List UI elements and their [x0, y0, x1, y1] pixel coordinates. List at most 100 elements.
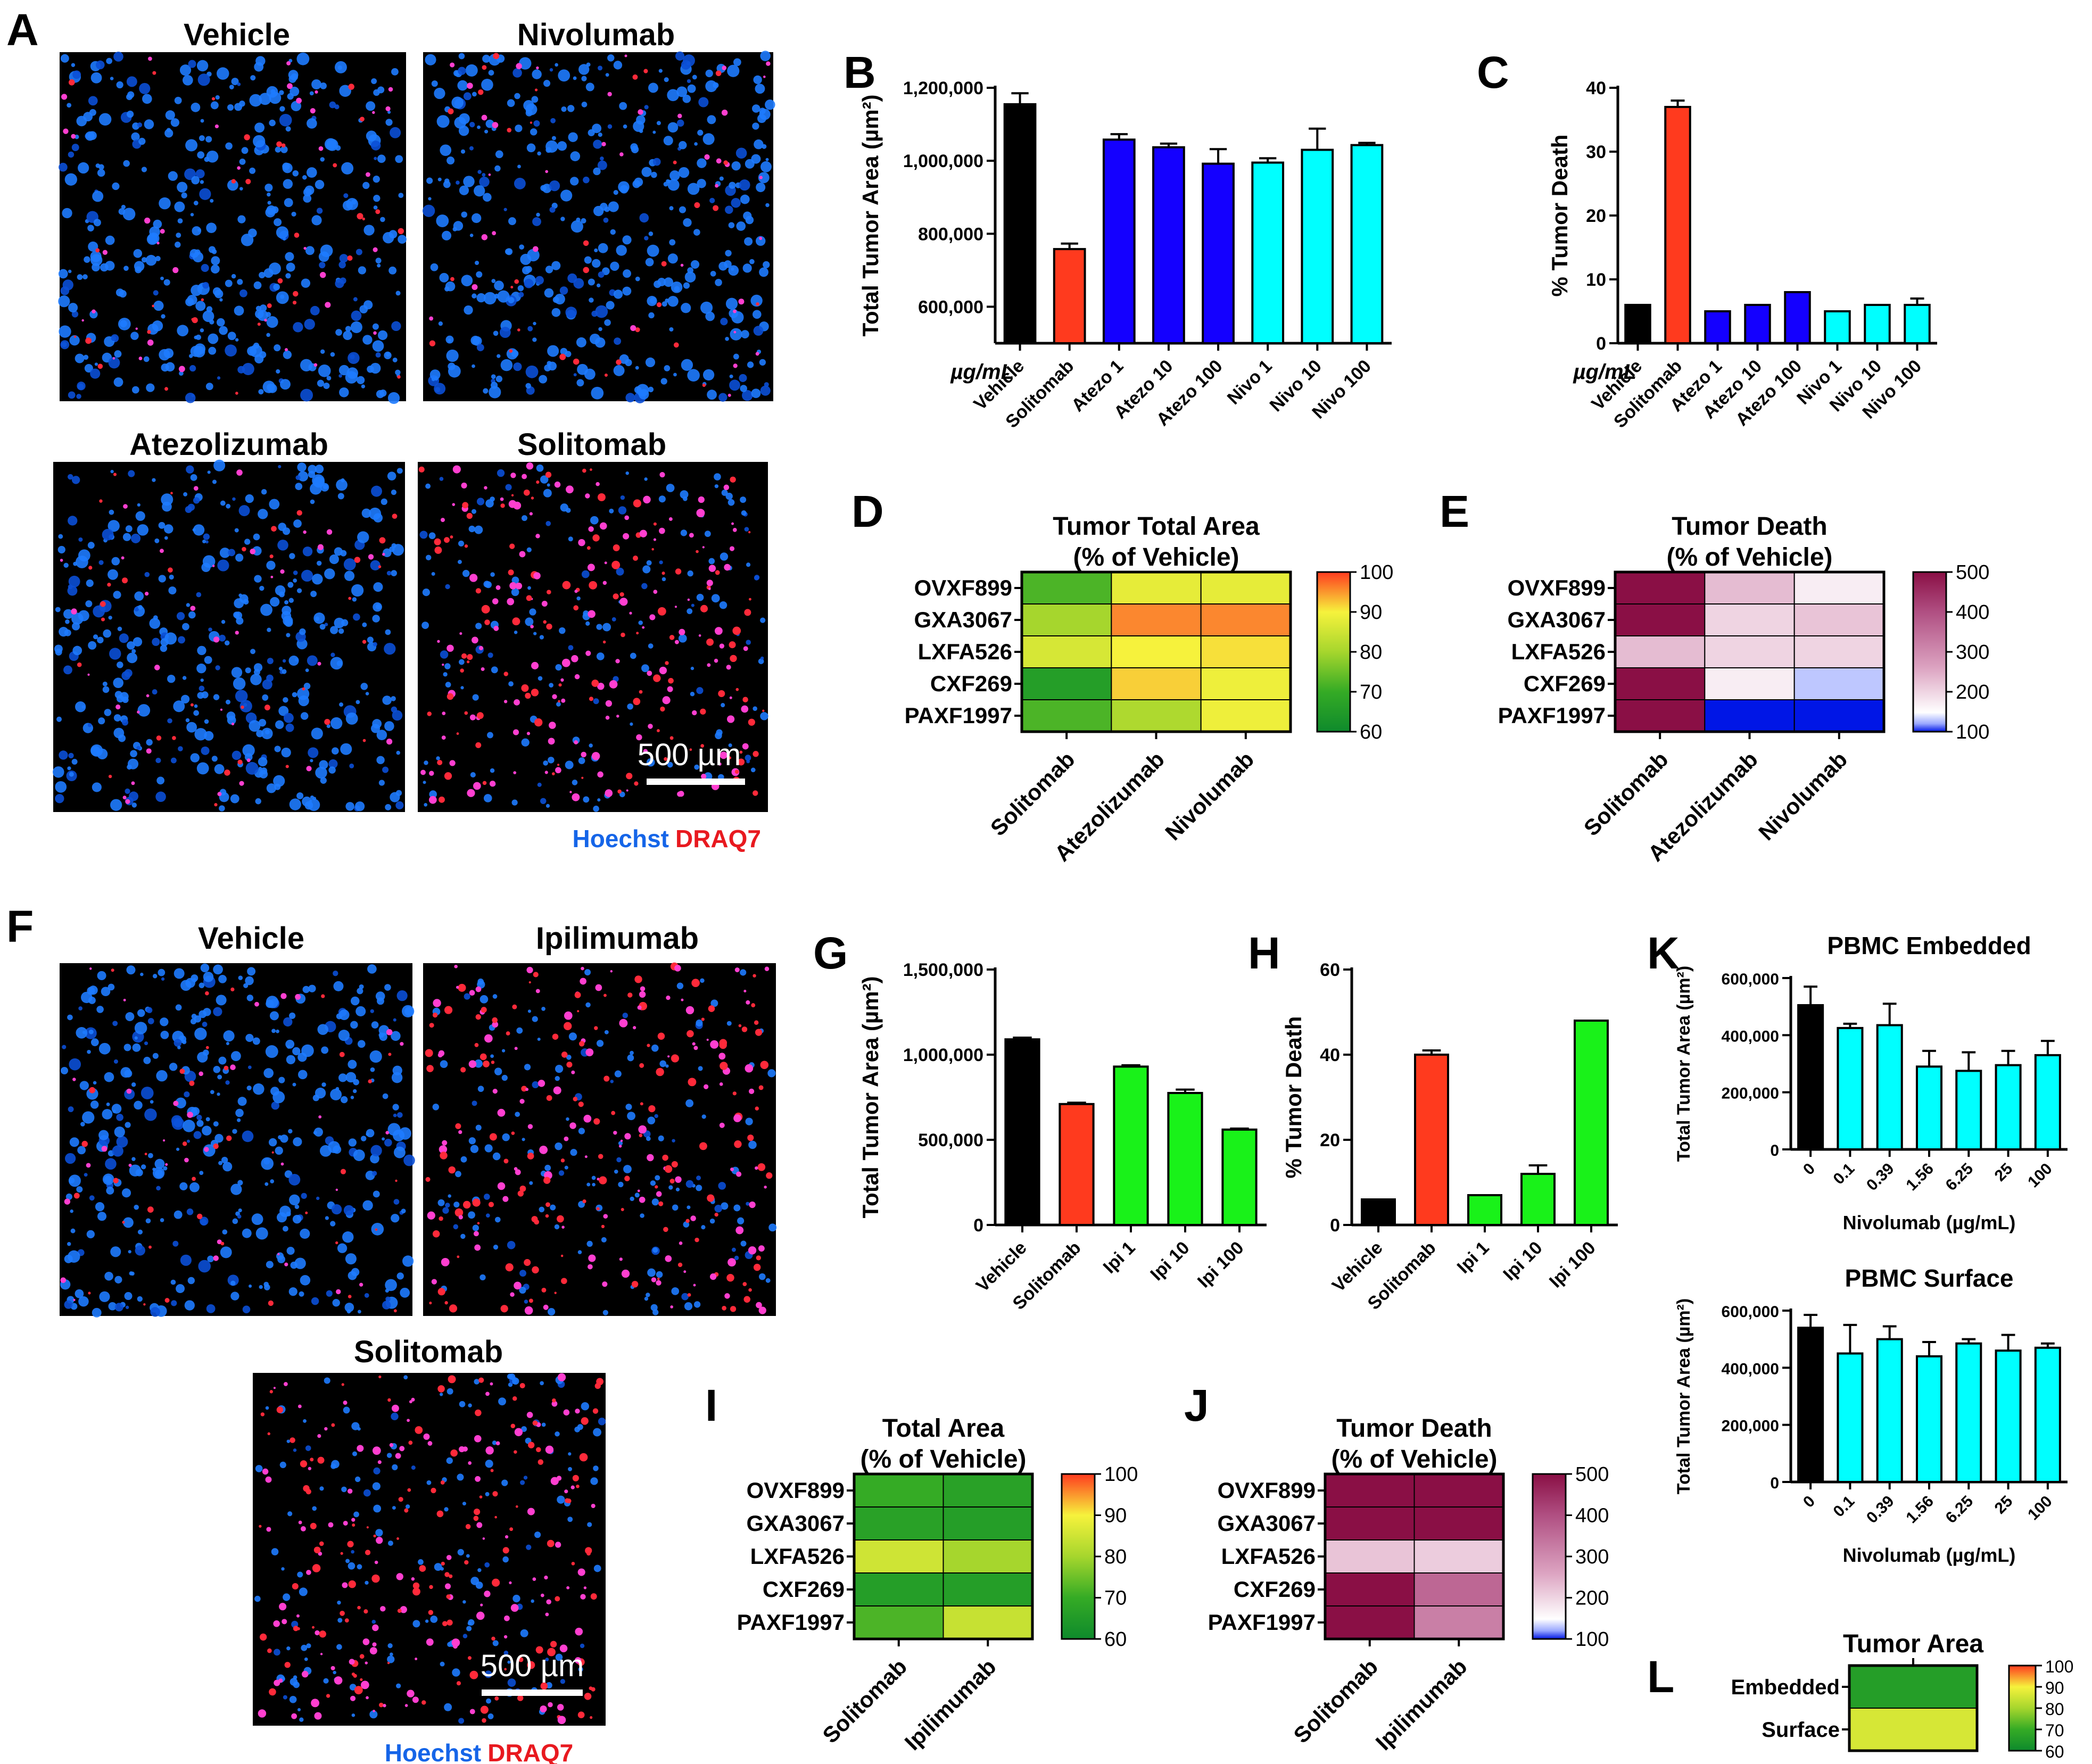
hoechst-dot [539, 375, 548, 384]
hoechst-dot [616, 1157, 622, 1163]
x-axis-label: Nivolumab (µg/mL) [1843, 1544, 2016, 1566]
hoechst-dot [326, 376, 332, 380]
hoechst-dot [135, 511, 145, 521]
draq7-dot [446, 1619, 453, 1626]
hoechst-dot [141, 167, 147, 172]
hoechst-dot [332, 747, 339, 755]
hoechst-dot [395, 291, 401, 296]
draq7-dot [450, 1449, 458, 1457]
draq7-dot [383, 1704, 386, 1708]
hoechst-dot [589, 743, 593, 748]
chart-title: PBMC Surface [1845, 1264, 2014, 1292]
row-label: GXA3067 [914, 607, 1012, 632]
hoechst-dot [581, 570, 590, 578]
hoechst-dot [543, 488, 552, 498]
hoechst-dot [227, 332, 236, 341]
hoechst-dot [229, 85, 234, 89]
hoechst-dot [123, 160, 130, 167]
hoechst-dot [597, 798, 601, 802]
hoechst-dot [573, 373, 577, 377]
hoechst-dot [755, 84, 765, 94]
draq7-dot [613, 544, 620, 551]
draq7-dot [352, 1523, 355, 1527]
draq7-dot [554, 481, 561, 488]
draq7-dot [99, 499, 103, 503]
hoechst-dot [531, 1599, 534, 1603]
hoechst-dot [262, 380, 276, 393]
heatmap-cell [1200, 603, 1292, 636]
hoechst-dot [501, 1479, 508, 1486]
hoechst-dot [440, 144, 452, 156]
hoechst-dot [645, 357, 656, 368]
hoechst-dot [255, 798, 261, 805]
draq7-dot [631, 1281, 639, 1288]
hoechst-dot [760, 712, 768, 720]
hoechst-dot [232, 497, 236, 501]
hoechst-dot [321, 1046, 329, 1054]
draq7-dot [647, 1154, 654, 1162]
hoechst-dot [758, 172, 770, 184]
hoechst-dot [305, 668, 309, 672]
draq7-dot [579, 1453, 588, 1462]
draq7-dot [460, 668, 464, 673]
hoechst-dot [255, 309, 264, 319]
hoechst-dot [247, 1065, 252, 1070]
hoechst-dot [437, 177, 442, 181]
hoechst-dot [687, 84, 696, 93]
colorbar-label: 70 [1360, 681, 1382, 703]
hoechst-dot [68, 151, 75, 158]
hoechst-dot [163, 279, 170, 286]
y-axis-label: Total Tumor Area (µm²) [858, 94, 883, 336]
draq7-dot [478, 645, 483, 651]
hoechst-dot [337, 1601, 341, 1605]
hoechst-dot [231, 78, 239, 86]
draq7-dot [532, 1266, 539, 1274]
draq7-dot [379, 537, 386, 544]
draq7-dot [273, 1620, 280, 1627]
hoechst-dot [513, 362, 522, 371]
hoechst-dot [277, 540, 288, 551]
hoechst-dot [155, 1171, 160, 1176]
hoechst-dot [664, 77, 669, 82]
hoechst-dot [728, 222, 735, 228]
hoechst-dot [110, 799, 122, 811]
draq7-dot [546, 623, 552, 630]
hoechst-dot [485, 499, 494, 508]
hoechst-dot [576, 337, 586, 347]
hoechst-dot [180, 1254, 192, 1266]
draq7-dot [735, 688, 739, 691]
draq7-dot [706, 1039, 709, 1041]
hoechst-dot [576, 596, 581, 601]
draq7-dot [731, 522, 734, 525]
hoechst-dot [71, 758, 78, 765]
hoechst-dot [585, 82, 594, 92]
draq7-dot [553, 1086, 561, 1095]
draq7-dot [511, 494, 514, 496]
hoechst-dot [545, 521, 551, 526]
hoechst-dot [233, 611, 240, 618]
draq7-dot [512, 617, 520, 626]
hoechst-dot [694, 764, 700, 770]
hoechst-dot [705, 311, 715, 321]
draq7-dot [702, 546, 705, 549]
hoechst-dot [87, 1049, 91, 1054]
hoechst-dot [160, 1218, 164, 1222]
draq7-dot [514, 279, 519, 284]
hoechst-dot [336, 479, 348, 491]
hoechst-dot [329, 101, 336, 109]
hoechst-dot [647, 244, 659, 257]
hoechst-dot [311, 727, 323, 740]
draq7-dot [506, 1031, 510, 1036]
hoechst-dot [376, 390, 385, 399]
draq7-dot [648, 1105, 656, 1113]
hoechst-dot [225, 279, 233, 287]
hoechst-dot [607, 54, 615, 62]
hoechst-dot [544, 1164, 551, 1171]
colorbar-label: 200 [1575, 1587, 1609, 1610]
hoechst-dot [199, 284, 204, 289]
hoechst-dot [280, 146, 288, 153]
hoechst-dot [716, 729, 723, 736]
hoechst-dot [362, 1200, 373, 1211]
hoechst-dot [115, 288, 124, 297]
draq7-dot [605, 700, 613, 707]
